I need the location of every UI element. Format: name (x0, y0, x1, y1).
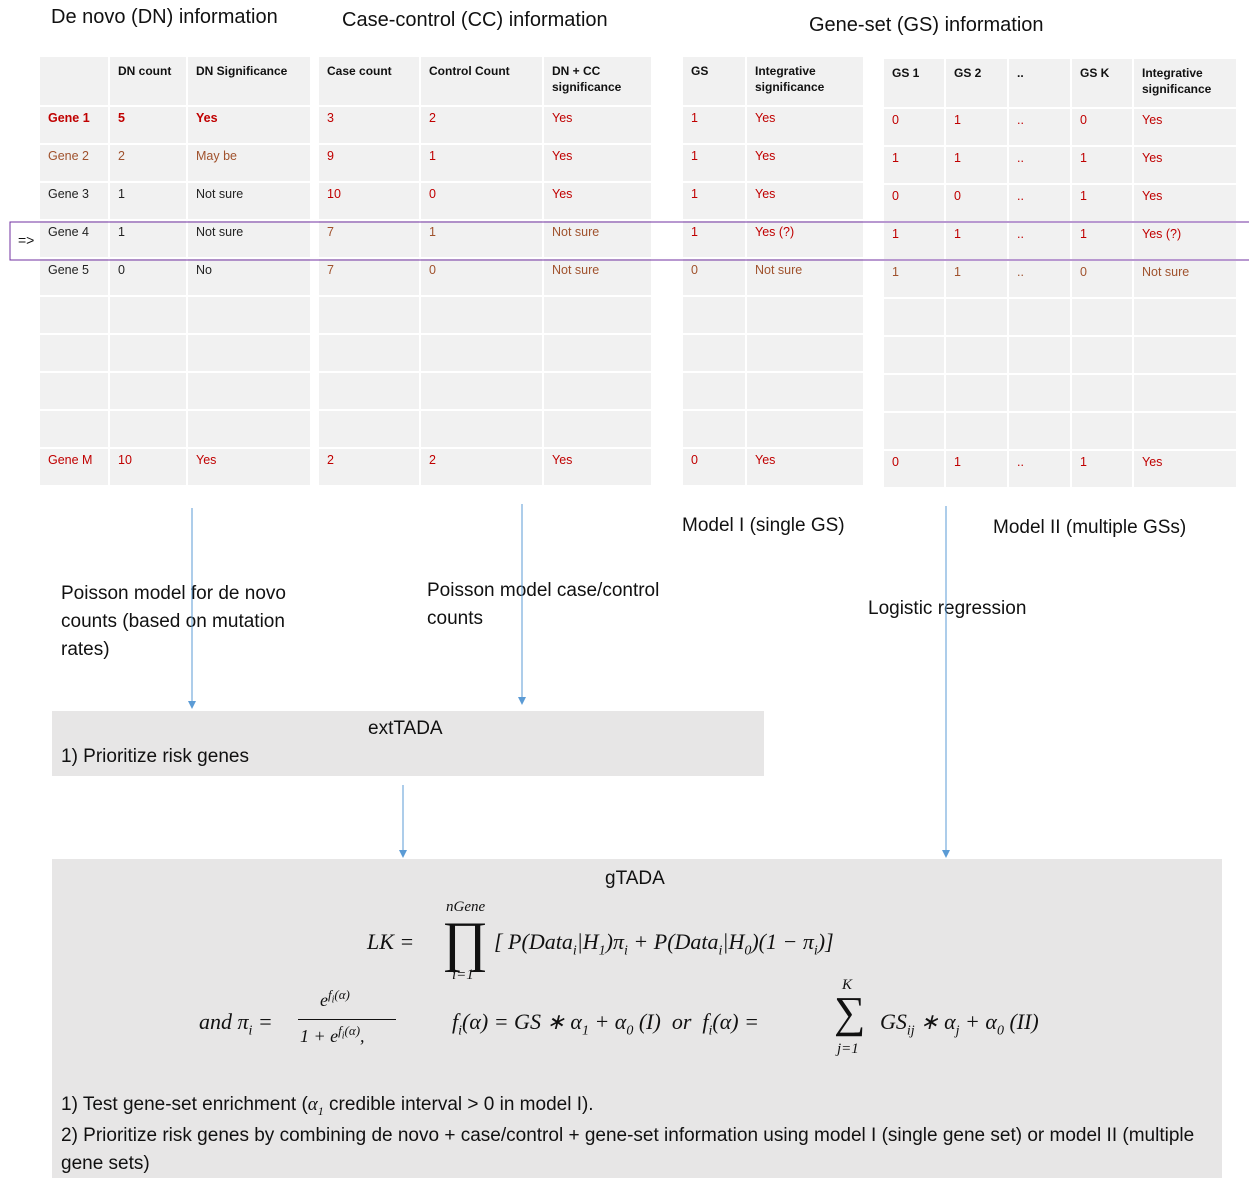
cc-table: Case count Control Count DN + CC signifi… (317, 55, 653, 487)
gene-name: Gene 4 (40, 221, 108, 257)
cc-header-significance: DN + CC significance (544, 57, 651, 105)
dn-significance: Yes (188, 107, 310, 143)
dn-significance: No (188, 259, 310, 295)
dn-row: Gene M 10 Yes (40, 449, 310, 485)
dn-significance: Yes (188, 449, 310, 485)
gene-name: Gene 2 (40, 145, 108, 181)
dn-row: Gene 5 0 No (40, 259, 310, 295)
gtada-step2: 2) Prioritize risk genes by combining de… (61, 1125, 1195, 1174)
gs-row-empty (683, 373, 863, 409)
dn-significance: May be (188, 145, 310, 181)
gs-row: 1 Yes (683, 183, 863, 219)
cc-row: 7 0 Not sure (319, 259, 651, 295)
gs-section-title: Gene-set (GS) information (809, 14, 1044, 36)
gtada-box: gTADA LK = nGene ∏ i=1 [ P(Datai|H1)πi +… (52, 859, 1222, 1178)
dn-row-empty (40, 411, 310, 447)
gs-multi-row-empty (884, 375, 1236, 411)
cc-row-empty (319, 297, 651, 333)
cc-row: 2 2 Yes (319, 449, 651, 485)
gs-multi-row: 1 1.. 0 Not sure (884, 261, 1236, 297)
prior-formula: and πi = efi(α) 1 + efi(α), fi(α) = GS ∗… (199, 977, 1039, 1057)
gs-multi-row: 1 1.. 1 Yes (?) (884, 223, 1236, 259)
gs-row-empty (683, 335, 863, 371)
gs-row-empty (683, 297, 863, 333)
dn-section-title: De novo (DN) information (51, 6, 278, 28)
dn-header-count: DN count (110, 57, 186, 105)
row-marker-arrow: => (18, 232, 35, 248)
cc-section-title: Case-control (CC) information (342, 9, 608, 31)
gs-multi-integrative-header: Integrative significance (1134, 59, 1236, 107)
gs-multi-row: 1 1.. 1 Yes (884, 147, 1236, 183)
dn-row-empty (40, 297, 310, 333)
cc-row-empty (319, 411, 651, 447)
dn-count: 5 (110, 107, 186, 143)
gs-multi-row-empty (884, 337, 1236, 373)
exttada-box: extTADA 1) Prioritize risk genes (52, 711, 764, 776)
gtada-step1: 1) Test gene-set enrichment (α1 credible… (61, 1094, 594, 1118)
dn-count: 0 (110, 259, 186, 295)
gs-multi-row: 0 0.. 1 Yes (884, 185, 1236, 221)
highlight-row-box (9, 221, 1249, 261)
gs-ellipsis-header: .. (1009, 59, 1070, 107)
gs-row-empty (683, 411, 863, 447)
gene-name: Gene 1 (40, 107, 108, 143)
dn-table: DN count DN Significance Gene 1 5 Yes Gene… (38, 55, 312, 487)
dn-count: 2 (110, 145, 186, 181)
gtada-title: gTADA (605, 868, 665, 889)
gs-row: 1 Yes (?) (683, 221, 863, 257)
dn-row: Gene 3 1 Not sure (40, 183, 310, 219)
poisson-dn-note: Poisson model for de novo counts (based … (61, 583, 286, 660)
cc-row-empty (319, 335, 651, 371)
gs1-header: GS 1 (884, 59, 944, 107)
gs-multi-row-empty (884, 299, 1236, 335)
exttada-step1: 1) Prioritize risk genes (61, 746, 249, 767)
dn-row: Gene 4 1 Not sure (40, 221, 310, 257)
gs-row: 1 Yes (683, 107, 863, 143)
dn-header-blank (40, 57, 108, 105)
gs-row: 0 Not sure (683, 259, 863, 295)
cc-header-control: Control Count (421, 57, 542, 105)
gs-row: 1 Yes (683, 145, 863, 181)
gs-header: GS (683, 57, 745, 105)
dn-row-empty (40, 373, 310, 409)
gs-multi-row: 0 1.. 1 Yes (884, 451, 1236, 487)
exttada-title: extTADA (368, 718, 443, 739)
gs-multi-row-empty (884, 413, 1236, 449)
gs2-header: GS 2 (946, 59, 1007, 107)
dn-header-significance: DN Significance (188, 57, 310, 105)
gs-multi-row: 0 1.. 0 Yes (884, 109, 1236, 145)
gs-integrative-header: Integrative significance (747, 57, 863, 105)
gene-name: Gene M (40, 449, 108, 485)
cc-row: 7 1 Not sure (319, 221, 651, 257)
cc-row: 9 1 Yes (319, 145, 651, 181)
dn-significance: Not sure (188, 183, 310, 219)
gene-name: Gene 3 (40, 183, 108, 219)
gene-name: Gene 5 (40, 259, 108, 295)
cc-row: 10 0 Yes (319, 183, 651, 219)
dn-row: Gene 1 5 Yes (40, 107, 310, 143)
dn-count: 1 (110, 183, 186, 219)
poisson-cc-note: Poisson model case/control counts (427, 580, 660, 629)
cc-row: 3 2 Yes (319, 107, 651, 143)
gs-multi-table: GS 1 GS 2 .. GS K Integrative significan… (882, 57, 1238, 489)
dn-count: 1 (110, 221, 186, 257)
cc-row-empty (319, 373, 651, 409)
model2-label: Model II (multiple GSs) (993, 517, 1187, 538)
logistic-note: Logistic regression (868, 598, 1027, 619)
gs-row: 0 Yes (683, 449, 863, 485)
dn-row-empty (40, 335, 310, 371)
cc-header-case: Case count (319, 57, 419, 105)
likelihood-formula: LK = nGene ∏ i=1 [ P(Datai|H1)πi + P(Dat… (367, 899, 834, 983)
dn-count: 10 (110, 449, 186, 485)
dn-significance: Not sure (188, 221, 310, 257)
dn-row: Gene 2 2 May be (40, 145, 310, 181)
model1-label: Model I (single GS) (682, 515, 845, 536)
gsk-header: GS K (1072, 59, 1132, 107)
